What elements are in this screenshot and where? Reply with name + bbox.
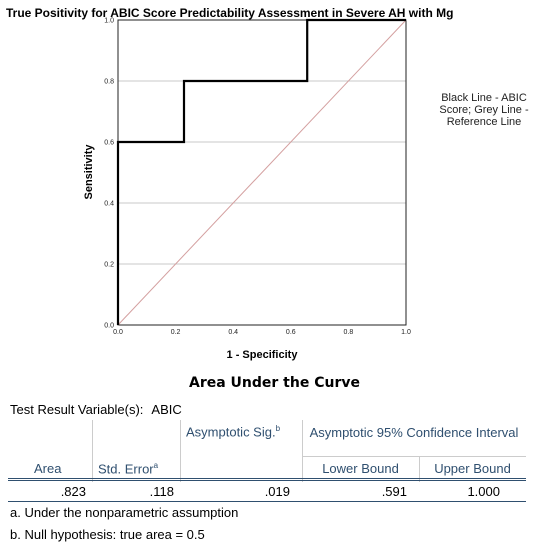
- legend-line: Black Line - ABIC: [441, 92, 527, 104]
- column-divider: [92, 420, 93, 482]
- x-tick-label: 0.8: [344, 329, 354, 336]
- cell-asymptotic-sig: .019: [264, 484, 290, 499]
- x-tick-label: 0.6: [286, 329, 296, 336]
- header-asymptotic-sig: Asymptotic Sig.b: [186, 424, 281, 440]
- reference-line: [117, 19, 407, 326]
- chart-title: True Positivity for ABIC Score Predictab…: [6, 6, 453, 20]
- series-group: [116, 18, 407, 326]
- legend-text: Black Line - ABIC Score; Grey Line -Refer…: [439, 92, 529, 128]
- roc-chart: True Positivity for ABIC Score Predictab…: [6, 6, 529, 361]
- y-tick-label: 0.8: [104, 79, 114, 86]
- footnote-b: b. Null hypothesis: true area = 0.5: [10, 527, 205, 542]
- y-axis-label: Sensitivity: [83, 144, 95, 200]
- x-axis-label: 1 - Specificity: [227, 349, 299, 361]
- header-std-error: Std. Errora: [98, 461, 159, 477]
- y-tick-label: 0.0: [104, 323, 114, 330]
- x-tick-labels: 0.0 0.2 0.4 0.6 0.8 1.0: [113, 329, 411, 336]
- auc-table: Asymptotic Sig.b Asymptotic 95% Confiden…: [0, 420, 549, 502]
- column-divider: [180, 420, 181, 482]
- y-tick-label: 0.4: [104, 201, 114, 208]
- roc-curve: [116, 18, 406, 325]
- footnote-a: a. Under the nonparametric assumption: [10, 505, 239, 520]
- x-tick-label: 0.2: [171, 329, 181, 336]
- y-tick-label: 0.2: [104, 262, 114, 269]
- legend-line: Reference Line: [447, 116, 522, 128]
- header-rule: [8, 480, 526, 481]
- test-variable-label: Test Result Variable(s):: [10, 402, 144, 417]
- y-tick-labels: 0.0 0.2 0.4 0.6 0.8 1.0: [104, 18, 114, 330]
- cell-upper-bound: 1.000: [467, 484, 500, 499]
- cell-lower-bound: .591: [381, 484, 407, 499]
- legend-line: Score; Grey Line -: [439, 104, 529, 116]
- test-variable-value: ABIC: [151, 402, 182, 417]
- group-divider: [302, 456, 526, 457]
- cell-area: .823: [60, 484, 86, 499]
- auc-table-title: Area Under the Curve: [189, 375, 360, 391]
- column-divider: [419, 456, 420, 482]
- x-tick-label: 1.0: [401, 329, 411, 336]
- header-rule: [8, 478, 526, 479]
- header-area: Area: [34, 461, 62, 476]
- x-tick-label: 0.0: [113, 329, 123, 336]
- header-lower-bound: Lower Bound: [322, 461, 399, 476]
- column-divider: [302, 420, 303, 482]
- y-tick-label: 1.0: [104, 18, 114, 25]
- cell-std-error: .118: [149, 484, 174, 499]
- header-upper-bound: Upper Bound: [434, 461, 511, 476]
- bottom-rule: [8, 501, 526, 502]
- y-tick-label: 0.6: [104, 140, 114, 147]
- test-result-variable: Test Result Variable(s): ABIC: [10, 402, 182, 417]
- x-tick-label: 0.4: [228, 329, 238, 336]
- header-confidence-interval: Asymptotic 95% Confidence Interval: [309, 425, 519, 440]
